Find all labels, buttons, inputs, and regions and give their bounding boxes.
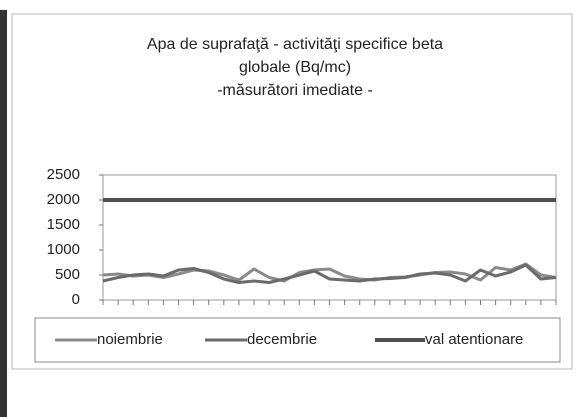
y-tick-label: 1000 bbox=[47, 241, 80, 258]
chart-title: -măsurători imediate - bbox=[217, 82, 373, 99]
left-border bbox=[0, 10, 7, 417]
chart-title: Apa de suprafaţă - activităţi specifice … bbox=[147, 36, 443, 53]
chart-frame bbox=[11, 13, 573, 370]
y-tick-label: 2000 bbox=[47, 191, 80, 208]
series-line bbox=[102, 262, 557, 283]
legend-box bbox=[34, 317, 561, 363]
y-tick-label: 500 bbox=[55, 266, 80, 283]
y-tick-label: 0 bbox=[72, 291, 80, 308]
legend-label: val atentionare bbox=[425, 331, 523, 348]
y-tick-label: 1500 bbox=[47, 216, 80, 233]
chart-title: globale (Bq/mc) bbox=[239, 59, 351, 76]
y-tick-label: 2500 bbox=[47, 166, 80, 183]
series-line bbox=[102, 263, 557, 284]
legend-label: decembrie bbox=[247, 331, 317, 348]
legend-label: noiembrie bbox=[97, 331, 163, 348]
